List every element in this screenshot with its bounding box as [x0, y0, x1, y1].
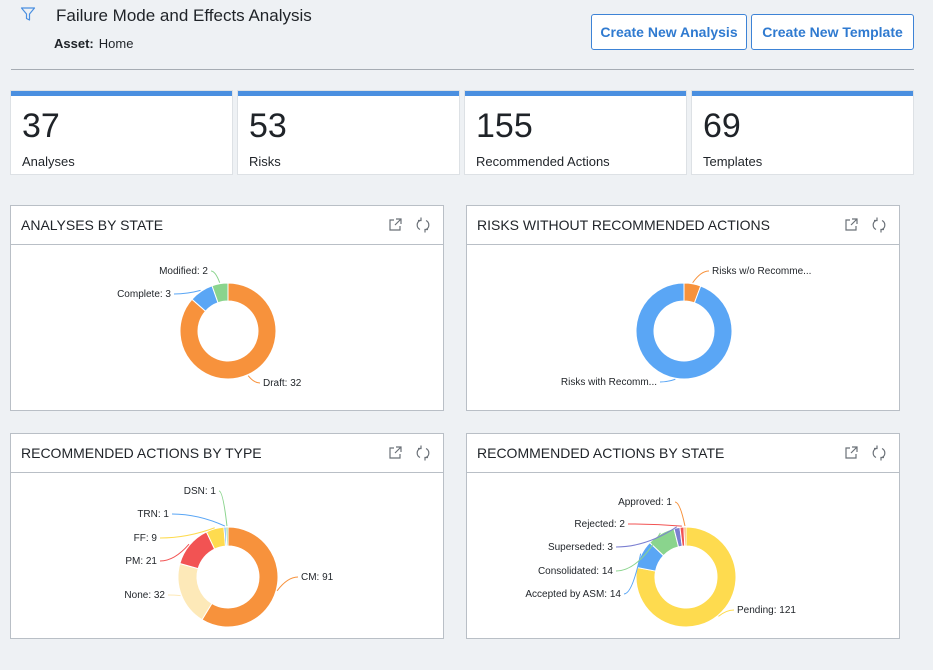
tile-label: Analyses — [22, 154, 75, 169]
slice-label: FF: 9 — [134, 533, 158, 544]
label-leader-line — [692, 270, 710, 284]
donut-slice[interactable] — [635, 282, 733, 380]
asset-value[interactable]: Home — [98, 36, 134, 51]
donut-chart-recommended-actions-by-state: Pending: 121 Accepted by ASM: 14 Consolida… — [525, 497, 796, 628]
donut-slice[interactable] — [177, 562, 213, 621]
asset-label: Asset: — [54, 36, 94, 51]
filter-icon[interactable] — [20, 6, 36, 22]
slice-label: Consolidated: 14 — [538, 566, 613, 577]
label-leader-line — [615, 526, 678, 548]
donut-chart-recommended-actions-by-type: CM: 91 None: 32 PM: 21 FF: 9 TRN: 1 DSN: 1 — [124, 486, 334, 628]
label-leader-line — [159, 543, 190, 562]
donut-slice[interactable] — [179, 282, 277, 380]
slice-label: Modified: 2 — [159, 266, 208, 277]
slice-label: Risks with Recomm... — [561, 377, 657, 388]
refresh-icon[interactable] — [871, 445, 887, 461]
slice-label: None: 32 — [124, 590, 165, 601]
panel-title: ANALYSES BY STATE — [21, 217, 164, 233]
slice-label: Approved: 1 — [618, 497, 672, 508]
tile-label: Recommended Actions — [476, 154, 610, 169]
refresh-icon[interactable] — [415, 445, 431, 461]
refresh-icon[interactable] — [415, 217, 431, 233]
label-leader-line — [674, 501, 686, 527]
slice-label: Draft: 32 — [263, 378, 302, 389]
tile-value: 53 — [249, 107, 287, 145]
panel-title: RECOMMENDED ACTIONS BY STATE — [477, 445, 725, 461]
label-leader-line — [171, 513, 226, 527]
tile-label: Templates — [703, 154, 763, 169]
tile-risks[interactable]: 53 Risks — [238, 91, 459, 174]
panel-analyses-by-state: ANALYSES BY STATE Draft: 32 Complete: 3 Mo… — [10, 205, 444, 411]
refresh-icon[interactable] — [871, 217, 887, 233]
panel-risks-without-recommended-actions: RISKS WITHOUT RECOMMENDED ACTIONS Risks … — [466, 205, 900, 411]
tile-recommended-actions[interactable]: 155 Recommended Actions — [465, 91, 686, 174]
donut-slice[interactable] — [635, 526, 737, 628]
slice-label: Risks w/o Recomme... — [712, 266, 811, 277]
donut-chart-analyses-by-state: Draft: 32 Complete: 3 Modified: 2 — [117, 266, 302, 389]
panel-recommended-actions-by-type: RECOMMENDED ACTIONS BY TYPE CM: 91 None: … — [10, 433, 444, 639]
panel-title: RISKS WITHOUT RECOMMENDED ACTIONS — [477, 217, 770, 233]
tile-value: 37 — [22, 107, 60, 145]
panel-header: RECOMMENDED ACTIONS BY STATE — [467, 434, 899, 473]
create-new-analysis-button[interactable]: Create New Analysis — [591, 14, 747, 50]
label-leader-line — [218, 490, 228, 527]
open-external-icon[interactable] — [387, 217, 403, 233]
label-leader-line — [247, 375, 261, 384]
donut-slice[interactable] — [201, 526, 279, 628]
label-leader-line — [210, 270, 221, 283]
page-title: Failure Mode and Effects Analysis — [56, 6, 312, 25]
panel-header: RISKS WITHOUT RECOMMENDED ACTIONS — [467, 206, 899, 245]
header-divider — [11, 69, 914, 70]
tile-analyses[interactable]: 37 Analyses — [11, 91, 232, 174]
slice-label: Complete: 3 — [117, 289, 171, 300]
label-leader-line — [718, 609, 735, 617]
tile-value: 155 — [476, 107, 533, 145]
panel-recommended-actions-by-state: RECOMMENDED ACTIONS BY STATE Pending: 12… — [466, 433, 900, 639]
donut-chart-risks-without-recommended-actions: Risks w/o Recomme... Risks with Recomm... — [561, 266, 812, 388]
panel-title: RECOMMENDED ACTIONS BY TYPE — [21, 445, 262, 461]
label-leader-line — [159, 527, 215, 539]
donut-slice[interactable] — [683, 526, 687, 547]
page-header: Failure Mode and Effects Analysis Asset:… — [0, 0, 933, 70]
tile-label: Risks — [249, 154, 281, 169]
open-external-icon[interactable] — [843, 217, 859, 233]
slice-label: CM: 91 — [301, 572, 334, 583]
slice-label: TRN: 1 — [137, 509, 169, 520]
tile-templates[interactable]: 69 Templates — [692, 91, 913, 174]
open-external-icon[interactable] — [843, 445, 859, 461]
donut-slice[interactable] — [225, 526, 229, 547]
slice-label: Pending: 121 — [737, 605, 796, 616]
label-leader-line — [167, 594, 181, 597]
create-new-template-button[interactable]: Create New Template — [751, 14, 914, 50]
slice-label: Superseded: 3 — [548, 542, 613, 553]
label-leader-line — [173, 289, 201, 295]
slice-label: Accepted by ASM: 14 — [525, 589, 621, 600]
panel-header: RECOMMENDED ACTIONS BY TYPE — [11, 434, 443, 473]
panel-header: ANALYSES BY STATE — [11, 206, 443, 245]
open-external-icon[interactable] — [387, 445, 403, 461]
tile-value: 69 — [703, 107, 741, 145]
label-leader-line — [627, 523, 682, 527]
label-leader-line — [659, 378, 676, 383]
donut-slice[interactable] — [211, 282, 229, 304]
asset-breadcrumb: Asset: Home — [54, 36, 133, 51]
label-leader-line — [276, 576, 299, 592]
slice-label: DSN: 1 — [184, 486, 217, 497]
slice-label: Rejected: 2 — [574, 519, 625, 530]
label-leader-line — [615, 532, 661, 572]
slice-label: PM: 21 — [125, 556, 157, 567]
